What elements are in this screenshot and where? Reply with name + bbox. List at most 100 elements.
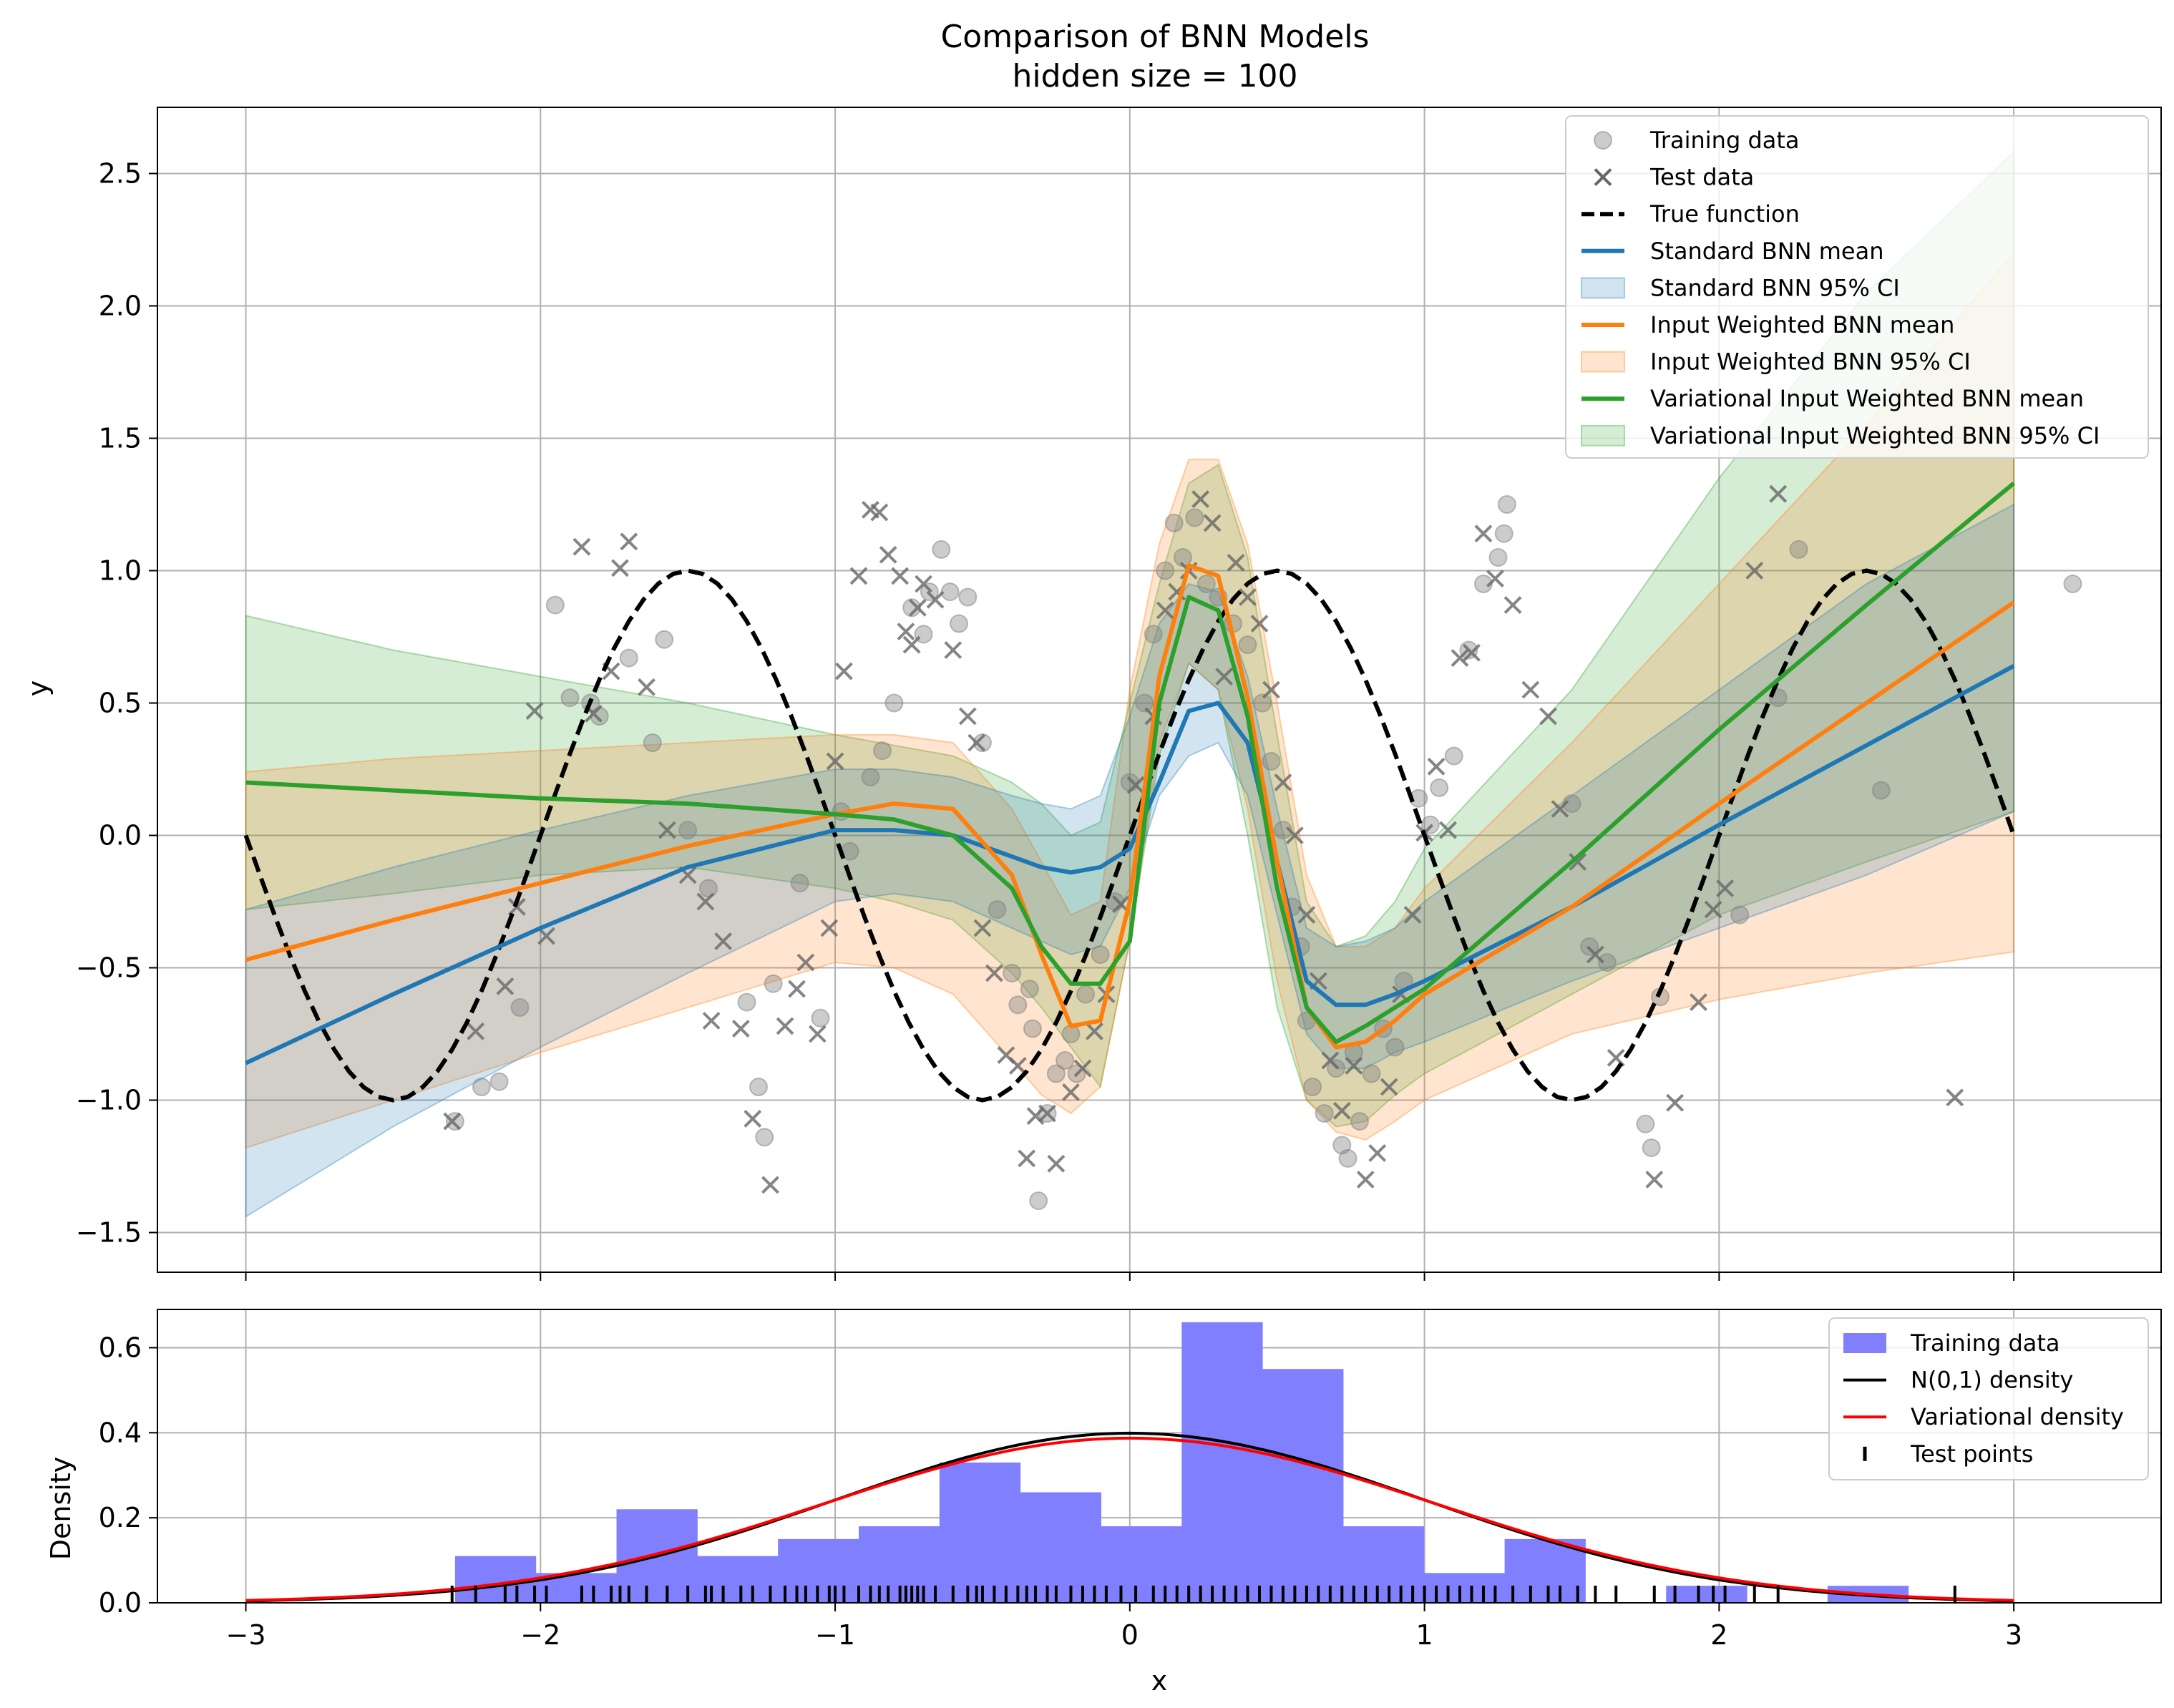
test-point xyxy=(926,590,945,609)
training-point xyxy=(1303,1078,1322,1096)
training-point xyxy=(950,614,968,633)
test-point xyxy=(1274,774,1292,791)
test-point xyxy=(467,1022,485,1040)
input-weighted-bnn-95-ci-band xyxy=(245,250,2015,1149)
test-point xyxy=(1503,596,1522,615)
test-point xyxy=(1486,570,1504,588)
training-point xyxy=(790,874,809,893)
training-point xyxy=(902,598,922,618)
test-point xyxy=(1769,484,1788,503)
training-point xyxy=(1497,495,1516,514)
y-tick-label: 0.2 xyxy=(99,1502,142,1533)
test-point xyxy=(820,919,839,937)
histogram-bar xyxy=(939,1462,1021,1603)
training-point xyxy=(590,707,609,726)
legend-patch xyxy=(1581,351,1625,373)
x-tick-label: 3 xyxy=(2005,1619,2022,1651)
training-point xyxy=(932,540,951,559)
test-point xyxy=(1062,1083,1080,1101)
training-point xyxy=(1056,1051,1075,1070)
training-point xyxy=(1338,1148,1357,1168)
training-point xyxy=(1362,1064,1381,1083)
test-point xyxy=(1403,906,1422,924)
test-point xyxy=(714,932,733,950)
test-point xyxy=(620,532,638,551)
test-point xyxy=(1380,1078,1398,1096)
training-point xyxy=(1135,693,1154,713)
legend-label: Training data xyxy=(1910,1329,2060,1357)
legend-label: Training data xyxy=(1649,127,1800,154)
axes-frame xyxy=(157,107,2162,1273)
training-point xyxy=(1789,540,1808,559)
legend-box xyxy=(1565,115,2149,459)
y-tick-label: 0.4 xyxy=(99,1417,142,1448)
legend-patch xyxy=(1581,277,1625,299)
test-point xyxy=(638,678,655,696)
test-point xyxy=(1745,562,1764,580)
test-point xyxy=(985,964,1003,982)
training-point xyxy=(1473,575,1493,593)
training-point xyxy=(1046,1064,1066,1083)
x-axis-label: x xyxy=(1151,1665,1168,1697)
standard-bnn-mean-line xyxy=(245,664,2015,1065)
training-point xyxy=(1120,773,1139,792)
test-point xyxy=(1345,1056,1363,1075)
training-point xyxy=(1350,1112,1369,1131)
training-point xyxy=(872,741,892,761)
training-point xyxy=(510,998,530,1017)
test-point xyxy=(1607,1048,1625,1067)
test-point xyxy=(958,707,977,726)
training-point xyxy=(1597,953,1617,972)
bottom-legend: Training data N(0,1) density Variational d… xyxy=(1828,1317,2149,1480)
test-point xyxy=(1521,680,1540,699)
training-point xyxy=(1488,548,1508,567)
test-point xyxy=(1321,1051,1340,1070)
training-point xyxy=(737,992,756,1012)
true-function-line xyxy=(243,568,2016,1103)
x-tick-label: −3 xyxy=(226,1619,266,1651)
x-tick-label: 0 xyxy=(1121,1619,1139,1651)
test-point xyxy=(1126,776,1145,794)
training-point xyxy=(1020,980,1039,999)
training-point xyxy=(699,879,718,898)
training-point xyxy=(1076,985,1096,1004)
test-point xyxy=(611,559,629,577)
legend-patch xyxy=(1843,1333,1886,1353)
training-point xyxy=(1327,1059,1346,1078)
y-tick-label: 0.0 xyxy=(99,1587,142,1619)
test-point xyxy=(1645,1171,1664,1189)
legend-label: Variational Input Weighted BNN 95% CI xyxy=(1650,422,2100,449)
test-point xyxy=(870,503,889,522)
test-point xyxy=(1551,800,1569,818)
test-point xyxy=(1356,1171,1375,1189)
legend-label: Test points xyxy=(1910,1440,2033,1468)
legend-label: Input Weighted BNN 95% CI xyxy=(1650,348,1971,376)
training-point xyxy=(445,1112,464,1131)
test-point xyxy=(1569,853,1587,871)
legend-label: Test data xyxy=(1649,164,1754,191)
test-point xyxy=(761,1176,779,1194)
test-point xyxy=(1227,553,1245,572)
test-point xyxy=(744,1109,762,1128)
training-point xyxy=(1444,746,1463,766)
training-point xyxy=(973,733,992,752)
top-axes: −1.5 −1.0 −0.5 0.0 0.5 1.0 1.5 2.0 2.5 xyxy=(76,107,2162,1281)
test-point xyxy=(1690,993,1707,1012)
training-point xyxy=(1185,508,1204,527)
top-y-axis-label: y xyxy=(22,680,54,697)
training-point xyxy=(2063,575,2082,593)
test-point xyxy=(1191,490,1210,509)
test-point xyxy=(788,980,806,998)
training-point xyxy=(489,1072,509,1091)
test-point xyxy=(1332,1101,1351,1120)
training-point xyxy=(1385,1038,1405,1057)
training-point xyxy=(861,768,880,787)
test-point xyxy=(1463,643,1481,662)
test-point xyxy=(443,1112,462,1131)
test-point xyxy=(537,927,555,945)
legend-label: True function xyxy=(1649,200,1800,228)
test-point xyxy=(702,1012,721,1030)
bottom-y-axis-label: Density xyxy=(45,1457,77,1560)
axes-frame xyxy=(157,1309,2162,1604)
test-point xyxy=(908,598,927,617)
